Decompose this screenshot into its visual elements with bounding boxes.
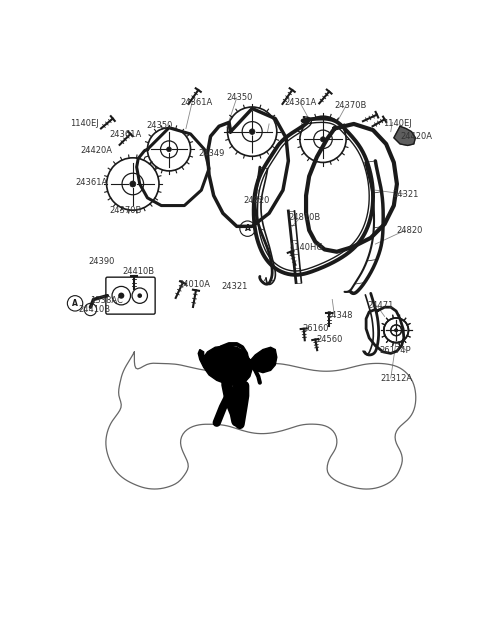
- Text: A: A: [245, 224, 251, 233]
- Text: 26160: 26160: [302, 324, 329, 333]
- Polygon shape: [394, 126, 415, 145]
- Polygon shape: [244, 347, 277, 373]
- Text: 24560: 24560: [317, 335, 343, 344]
- Text: 24361A: 24361A: [75, 178, 108, 187]
- Polygon shape: [198, 345, 252, 385]
- Circle shape: [130, 181, 136, 187]
- Text: 1140HG: 1140HG: [289, 243, 323, 252]
- Circle shape: [137, 293, 142, 298]
- Circle shape: [395, 329, 397, 332]
- Text: 24820: 24820: [243, 196, 269, 204]
- Text: A: A: [72, 299, 78, 308]
- Text: 24370B: 24370B: [109, 206, 141, 215]
- Circle shape: [321, 137, 325, 142]
- Text: 24410B: 24410B: [123, 267, 155, 276]
- Text: 24361A: 24361A: [285, 98, 317, 107]
- Text: 1140EJ: 1140EJ: [383, 119, 412, 128]
- Text: 24390: 24390: [88, 257, 115, 266]
- Text: 24010A: 24010A: [178, 280, 210, 290]
- Text: 24349: 24349: [198, 149, 225, 158]
- Circle shape: [118, 293, 124, 298]
- Text: 24420A: 24420A: [400, 131, 432, 140]
- Text: 24370B: 24370B: [335, 101, 367, 110]
- Text: 24410B: 24410B: [78, 305, 110, 314]
- Text: 24420A: 24420A: [81, 145, 112, 154]
- Text: 24820: 24820: [396, 226, 422, 236]
- Text: 26174P: 26174P: [379, 345, 411, 355]
- Circle shape: [249, 129, 255, 135]
- Text: 24321: 24321: [221, 282, 248, 291]
- Text: 24348: 24348: [327, 311, 353, 320]
- Text: 24361A: 24361A: [109, 130, 141, 139]
- Text: 24471: 24471: [368, 301, 394, 310]
- Text: 24810B: 24810B: [288, 213, 321, 222]
- Text: 24350: 24350: [227, 93, 253, 102]
- Text: 24350: 24350: [146, 121, 172, 130]
- Text: 21312A: 21312A: [381, 374, 413, 383]
- Text: 24361A: 24361A: [180, 98, 213, 107]
- Circle shape: [167, 147, 171, 152]
- Polygon shape: [230, 383, 244, 423]
- Text: 24321: 24321: [392, 190, 419, 199]
- Text: 1338AC: 1338AC: [90, 296, 123, 305]
- Text: 1140EJ: 1140EJ: [71, 119, 99, 128]
- Circle shape: [395, 329, 397, 332]
